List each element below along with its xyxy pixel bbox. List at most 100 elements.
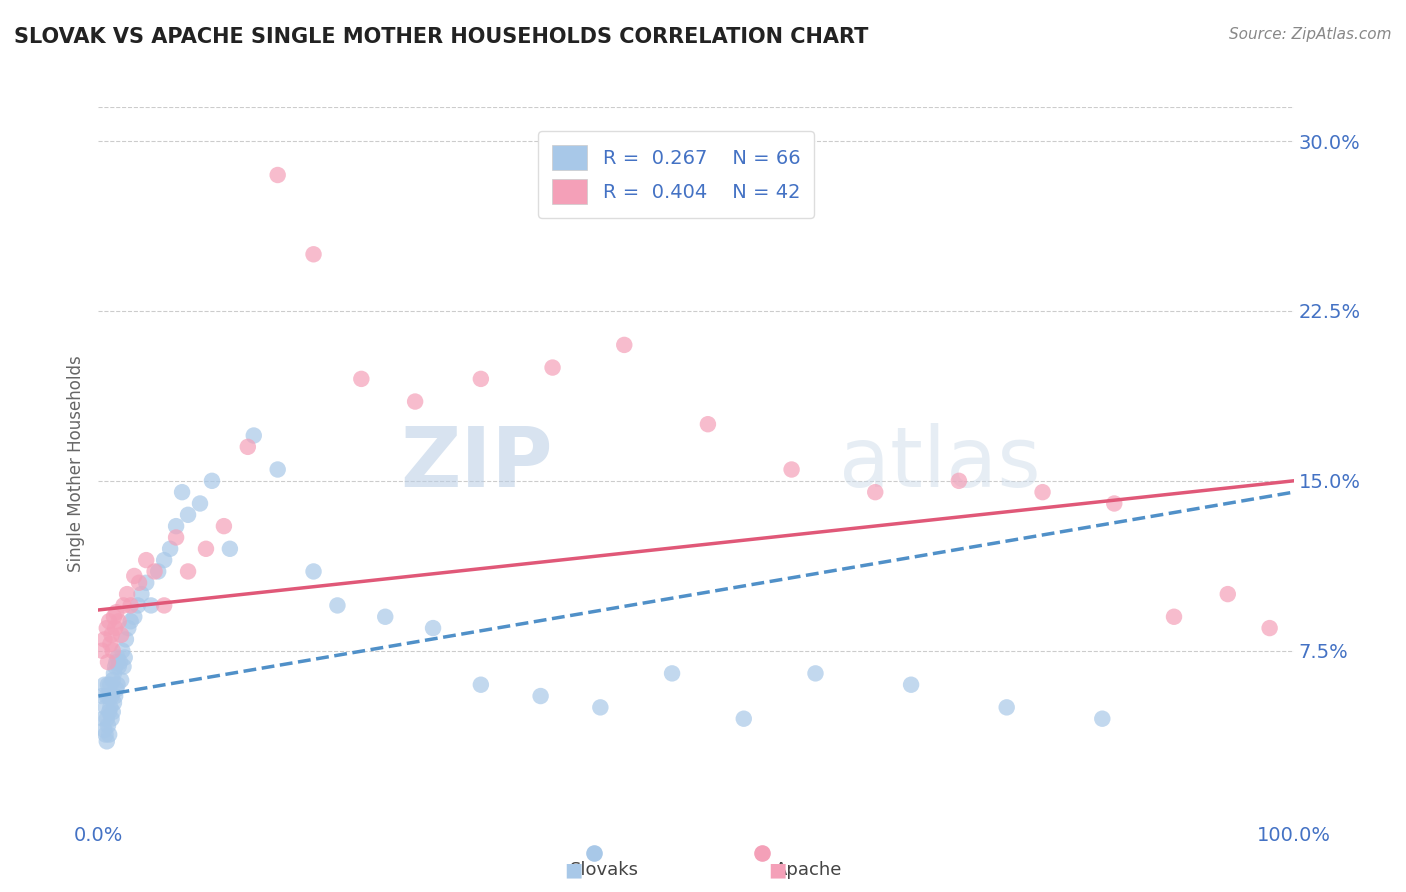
Point — [900, 678, 922, 692]
Point — [135, 575, 157, 590]
Point — [212, 519, 235, 533]
Point — [153, 553, 176, 567]
Point — [112, 599, 135, 613]
Point — [91, 644, 114, 658]
Point — [101, 705, 124, 719]
Point — [112, 659, 135, 673]
Point — [103, 666, 125, 681]
Point — [105, 682, 128, 697]
Point — [107, 678, 129, 692]
Point — [195, 541, 218, 556]
Point — [94, 727, 117, 741]
Point — [91, 689, 114, 703]
Point — [1032, 485, 1054, 500]
Point — [589, 700, 612, 714]
Point — [98, 637, 122, 651]
Point — [97, 718, 120, 732]
Point — [107, 650, 129, 665]
Point — [105, 655, 128, 669]
Point — [98, 705, 121, 719]
Point — [219, 541, 242, 556]
Point — [100, 712, 122, 726]
Point — [948, 474, 970, 488]
Point — [96, 712, 118, 726]
Point — [1091, 712, 1114, 726]
Point — [107, 615, 129, 629]
Point — [128, 575, 150, 590]
Point — [103, 609, 125, 624]
Text: atlas: atlas — [839, 424, 1040, 504]
Point — [995, 700, 1018, 714]
Point — [107, 659, 129, 673]
Text: Slovaks: Slovaks — [569, 861, 640, 879]
Point — [422, 621, 444, 635]
Point — [124, 569, 146, 583]
Point — [733, 712, 755, 726]
Point — [530, 689, 553, 703]
Point — [104, 659, 127, 673]
Point — [105, 605, 128, 619]
Point — [110, 673, 132, 688]
Point — [201, 474, 224, 488]
Legend: R =  0.267    N = 66, R =  0.404    N = 42: R = 0.267 N = 66, R = 0.404 N = 42 — [538, 131, 814, 218]
Point — [124, 609, 146, 624]
Point — [98, 615, 121, 629]
Point — [131, 587, 153, 601]
Point — [120, 599, 142, 613]
Text: ■: ■ — [768, 860, 787, 880]
Point — [267, 168, 290, 182]
Point — [120, 615, 142, 629]
Point — [98, 678, 122, 692]
Point — [111, 644, 134, 658]
Point — [302, 247, 325, 261]
Point — [101, 644, 124, 658]
Point — [135, 553, 157, 567]
Point — [780, 462, 803, 476]
Point — [104, 689, 127, 703]
Point — [165, 519, 187, 533]
Point — [110, 628, 132, 642]
Point — [165, 531, 187, 545]
Point — [97, 655, 120, 669]
Point — [302, 565, 325, 579]
Point — [114, 650, 136, 665]
Point — [139, 599, 162, 613]
Point — [267, 462, 290, 476]
Point — [159, 541, 181, 556]
Point — [93, 632, 115, 647]
Point — [93, 678, 115, 692]
Point — [103, 696, 125, 710]
Point — [98, 727, 121, 741]
Point — [1104, 496, 1126, 510]
Point — [153, 599, 176, 613]
Point — [697, 417, 720, 432]
Point — [96, 689, 118, 703]
Point — [108, 655, 131, 669]
Point — [804, 666, 827, 681]
Point — [91, 712, 114, 726]
Point — [243, 428, 266, 442]
Y-axis label: Single Mother Households: Single Mother Households — [66, 356, 84, 572]
Point — [350, 372, 373, 386]
Point — [326, 599, 349, 613]
Point — [177, 508, 200, 522]
Point — [100, 689, 122, 703]
Point — [148, 565, 170, 579]
Point — [1258, 621, 1281, 635]
Point — [94, 700, 117, 714]
Point — [100, 628, 122, 642]
Text: Apache: Apache — [775, 861, 842, 879]
Point — [470, 678, 492, 692]
Point — [93, 723, 115, 737]
Point — [1216, 587, 1239, 601]
Point — [98, 700, 122, 714]
Point — [661, 666, 683, 681]
Point — [96, 621, 118, 635]
Text: ZIP: ZIP — [401, 424, 553, 504]
Point — [115, 632, 138, 647]
Point — [541, 360, 564, 375]
Point — [613, 338, 636, 352]
Point — [98, 689, 121, 703]
Point — [404, 394, 426, 409]
Text: Source: ZipAtlas.com: Source: ZipAtlas.com — [1229, 27, 1392, 42]
